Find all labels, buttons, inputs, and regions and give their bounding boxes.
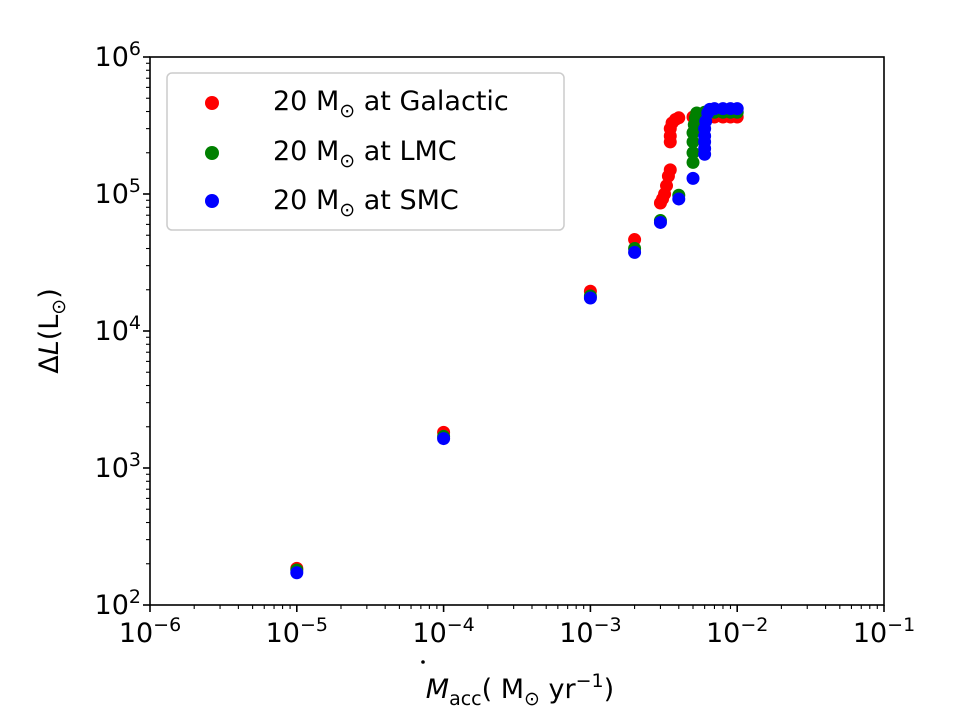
data-point-series2-4 [653, 215, 667, 229]
x-tick-label: 10−4 [412, 614, 474, 649]
data-point-series2-18 [730, 102, 744, 116]
legend-label-galactic-sun: ⊙ [339, 100, 355, 122]
data-point-series1-7 [686, 146, 700, 160]
legend-box [166, 72, 565, 231]
data-point-series2-0 [290, 566, 304, 580]
data-point-series0-3 [628, 233, 642, 247]
x-axis-label-dot [421, 660, 425, 664]
data-point-series2-5 [672, 192, 686, 206]
legend-label-smc: 20 M⊙ at SMC [273, 185, 459, 221]
legend-label-galactic: 20 M⊙ at Galactic [273, 86, 509, 122]
x-tick-label: 10−5 [266, 614, 328, 649]
y-tick-label: 102 [95, 586, 141, 621]
x-tick-label: 10−3 [559, 614, 621, 649]
x-tick-label: 10−2 [706, 614, 768, 649]
x-axis-label: Macc( M⊙ yr−1) [426, 670, 614, 710]
y-axis-label-delta: Δ [34, 355, 65, 374]
x-tick-label: 10−6 [119, 614, 181, 649]
legend-marker-lmc [205, 146, 219, 160]
y-tick-label: 104 [95, 312, 141, 347]
x-tick-label: 10−1 [853, 614, 915, 649]
legend-label-smc-rest: at SMC [355, 185, 459, 216]
data-point-series2-6 [686, 171, 700, 185]
legend-label-lmc-sun: ⊙ [339, 150, 355, 172]
legend-label-galactic-mass: 20 M [273, 86, 339, 117]
legend-label-smc-mass: 20 M [273, 185, 339, 216]
data-point-series1-8 [686, 135, 700, 149]
data-point-series1-6 [686, 155, 700, 169]
y-tick-label: 105 [95, 175, 141, 210]
legend-marker-galactic [205, 96, 219, 110]
data-point-series2-1 [437, 432, 451, 446]
x-axis-label-open: ( M [482, 674, 524, 705]
y-tick-label: 106 [95, 38, 141, 73]
legend-label-lmc-rest: at LMC [355, 136, 457, 167]
y-tick-label: 103 [95, 449, 141, 484]
y-axis-label-symbol: L [34, 340, 65, 355]
data-point-series0-9 [663, 163, 677, 177]
data-point-series0-15 [672, 111, 686, 125]
legend: 20 M⊙ at Galactic 20 M⊙ at LMC 20 M⊙ at … [166, 72, 565, 231]
x-axis-label-sun: ⊙ [524, 688, 540, 710]
legend-label-lmc-mass: 20 M [273, 136, 339, 167]
x-axis-label-yr: yr [540, 674, 577, 705]
legend-marker-smc [205, 194, 219, 208]
axis-ticks-layer: 10−6 10−5 10−4 10−3 10−2 10−1 102 103 104 105 106 [95, 38, 916, 649]
y-axis-label-open: (L [34, 315, 65, 341]
y-axis-label-sun: ⊙ [48, 299, 70, 315]
legend-label-smc-sun: ⊙ [339, 199, 355, 221]
data-points-layer [290, 102, 744, 580]
y-axis-label-close: ) [34, 288, 65, 299]
x-axis-label-subscript: acc [449, 688, 482, 710]
legend-label-lmc: 20 M⊙ at LMC [273, 136, 457, 172]
x-axis-label-close: ) [604, 674, 615, 705]
x-axis-label-symbol: M [426, 674, 449, 705]
x-axis-label-exponent: −1 [576, 670, 604, 692]
y-axis-label: ΔL(L⊙) [34, 288, 70, 374]
legend-label-galactic-rest: at Galactic [355, 86, 509, 117]
data-point-series2-2 [583, 291, 597, 305]
data-point-series2-3 [628, 245, 642, 259]
